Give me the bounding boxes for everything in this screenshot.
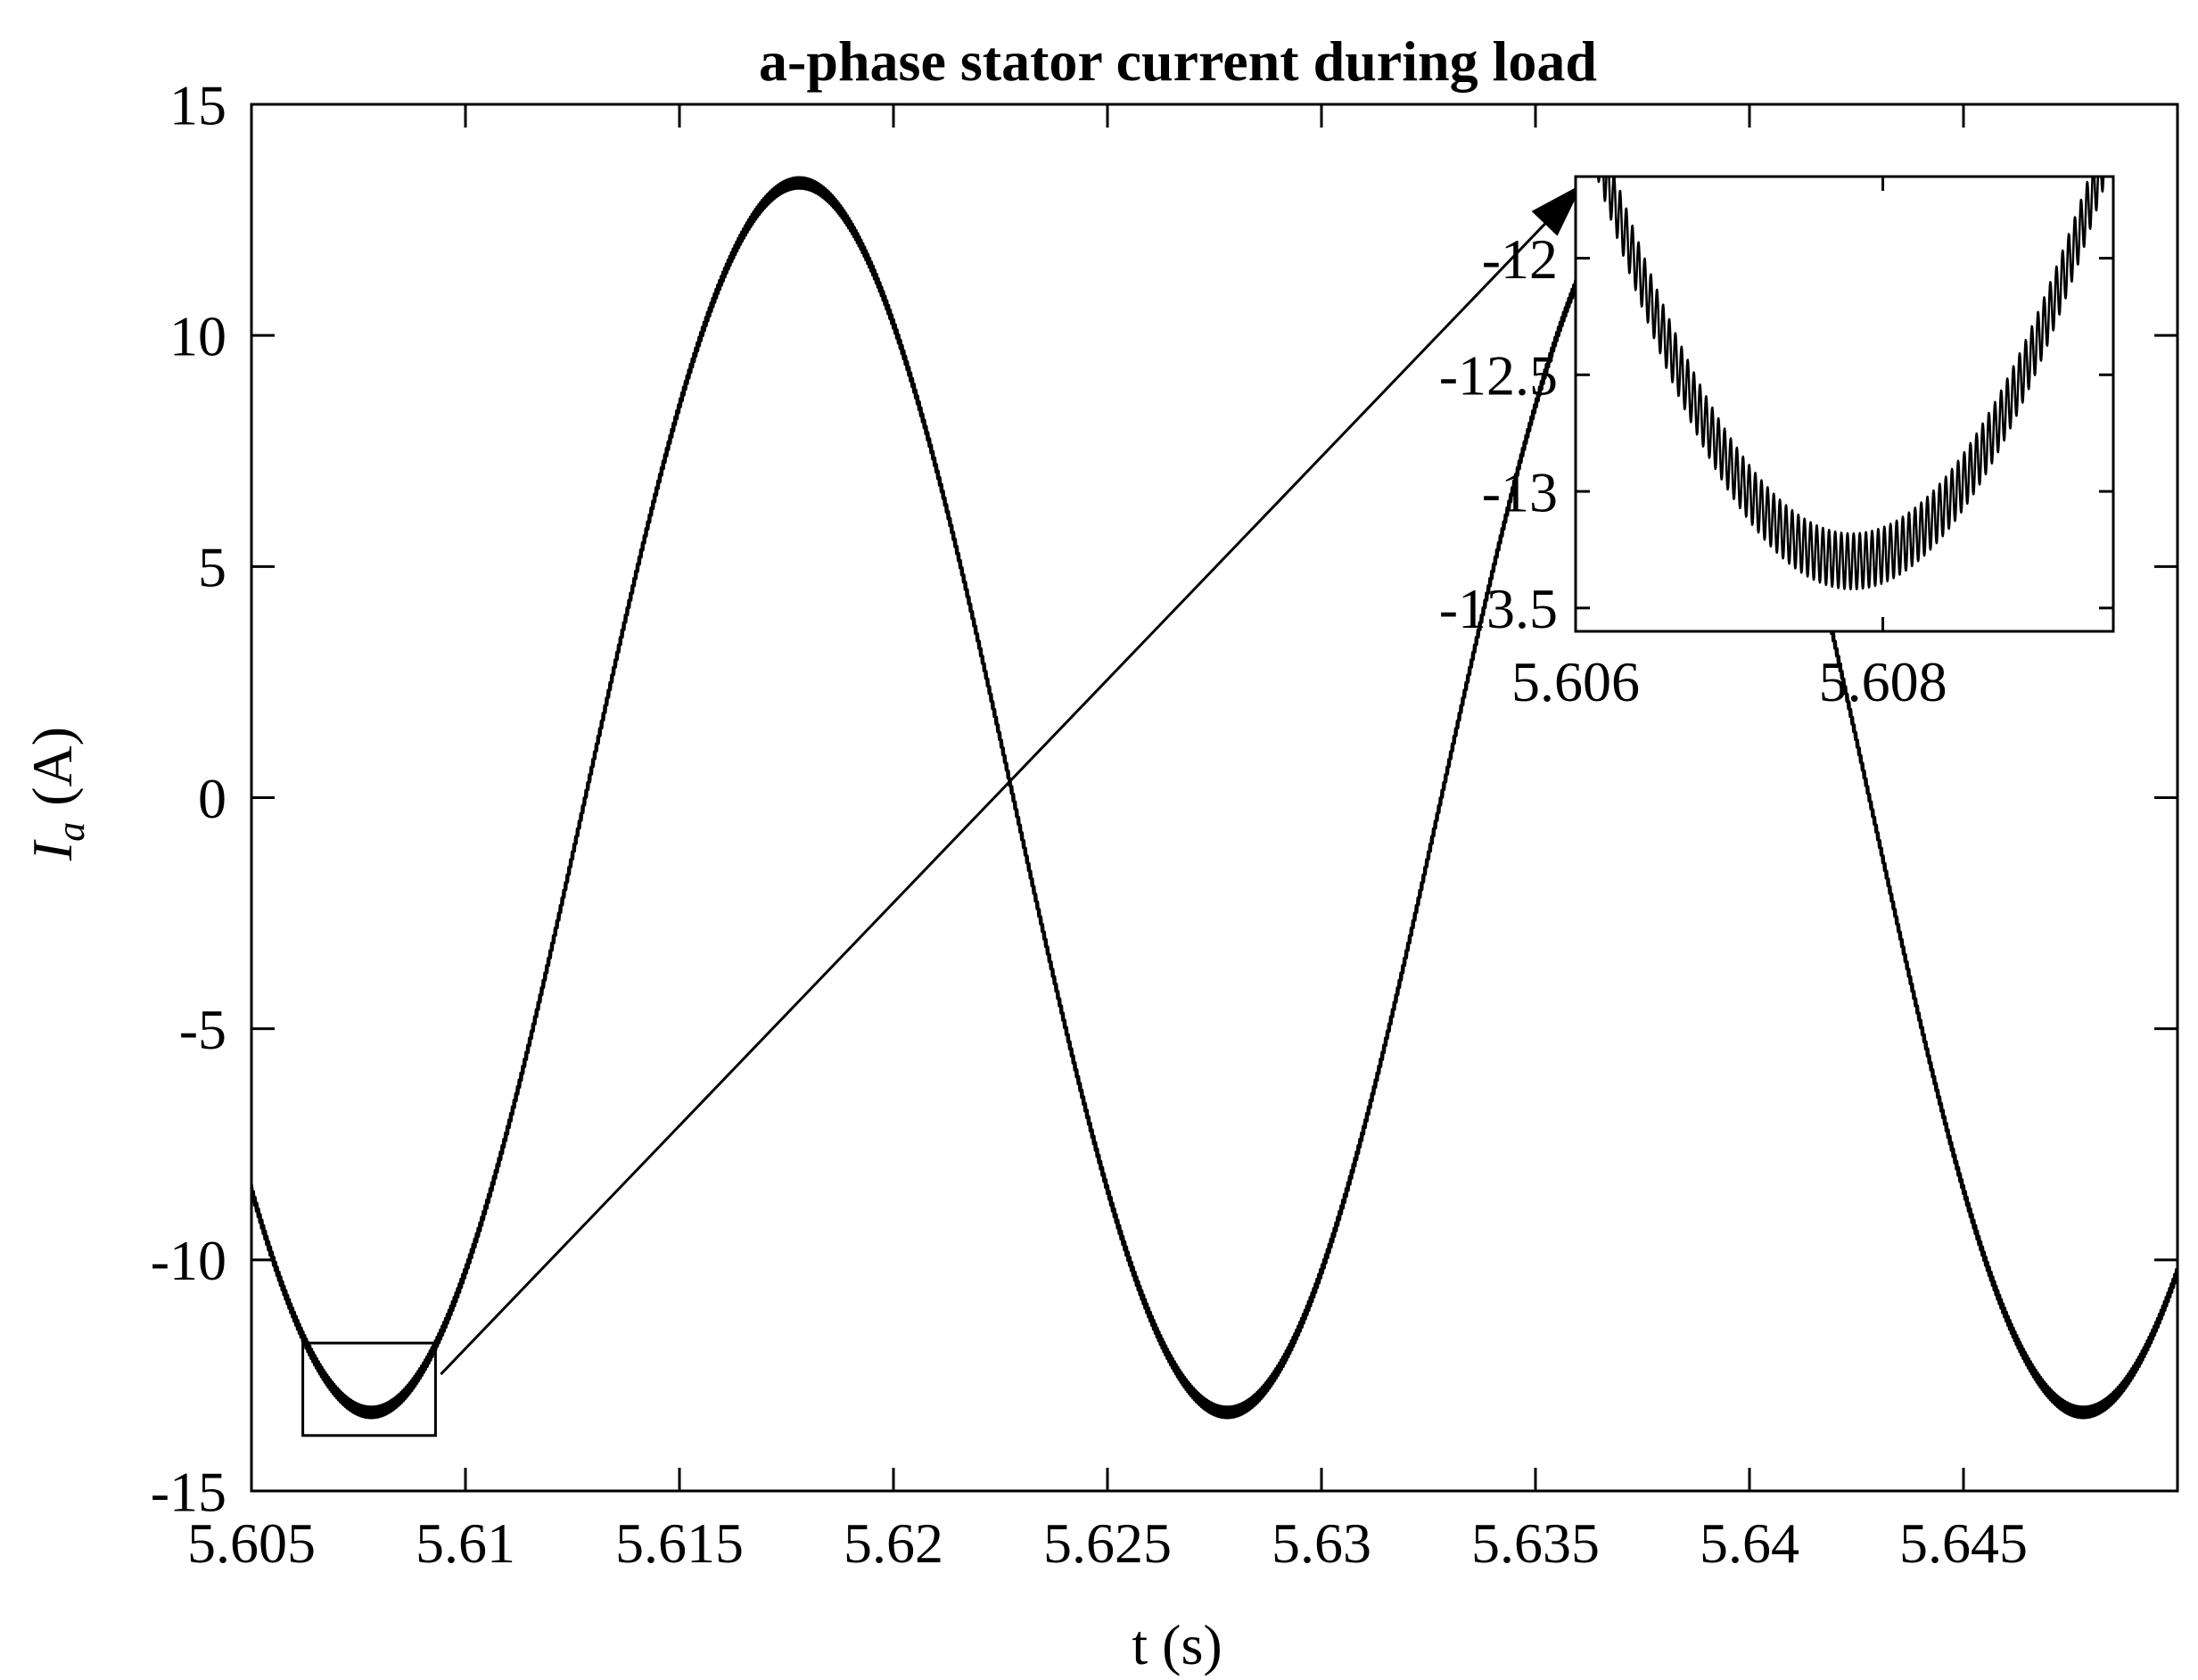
zoom-box (301, 1341, 437, 1437)
main-y-tick-label: -15 (151, 1460, 226, 1523)
inset-y-tick-label: -12.5 (1439, 344, 1558, 408)
y-axis-label-symbol: I (21, 839, 84, 861)
main-series-line (251, 176, 2177, 1420)
main-x-tick-label: 5.64 (1700, 1511, 1799, 1575)
main-y-tick-label: 15 (169, 73, 226, 136)
inset-y-tick-label: -13.5 (1439, 577, 1558, 640)
inset-x-tick-label: 5.606 (1511, 650, 1640, 713)
main-x-tick-label: 5.615 (615, 1511, 744, 1575)
inset-x-tick-label: 5.608 (1819, 650, 1947, 713)
main-y-tick-label: 5 (198, 536, 226, 599)
zoom-arrow-head (1531, 184, 1583, 236)
y-axis-label: Ia (A) (21, 727, 93, 861)
main-y-tick-label: -10 (151, 1229, 226, 1292)
y-axis-label-unit: (A) (21, 727, 84, 806)
main-x-tick-label: 5.635 (1471, 1511, 1600, 1575)
main-x-tick-label: 5.605 (187, 1511, 316, 1575)
main-y-tick-label: 10 (169, 305, 226, 368)
zoom-annotation (301, 184, 1583, 1437)
main-x-tick-label: 5.625 (1043, 1511, 1172, 1575)
x-axis-label: t (s) (1132, 1613, 1222, 1676)
main-x-tick-label: 5.61 (416, 1511, 515, 1575)
main-x-tick-label: 5.62 (844, 1511, 943, 1575)
y-axis-label-subscript: a (49, 822, 93, 842)
inset-y-tick-label: -12 (1482, 227, 1558, 291)
inset-y-tick-label: -13 (1482, 460, 1558, 523)
main-y-tick-label: 0 (198, 767, 226, 830)
main-x-tick-label: 5.63 (1272, 1511, 1371, 1575)
svg-text:Ia(A): Ia (A) (21, 727, 93, 861)
chart-title: a-phase stator current during load (759, 29, 1597, 93)
inset-frame (1574, 175, 2115, 633)
main-y-tick-label: -5 (179, 998, 226, 1061)
main-x-tick-label: 5.645 (1899, 1511, 2028, 1575)
inset-series-line (1597, 177, 2105, 591)
zoom-arrow-line (440, 209, 1560, 1376)
inset-plot: 5.606 5.608 -12 -12.5 -13 -13.5 (1439, 175, 2115, 713)
